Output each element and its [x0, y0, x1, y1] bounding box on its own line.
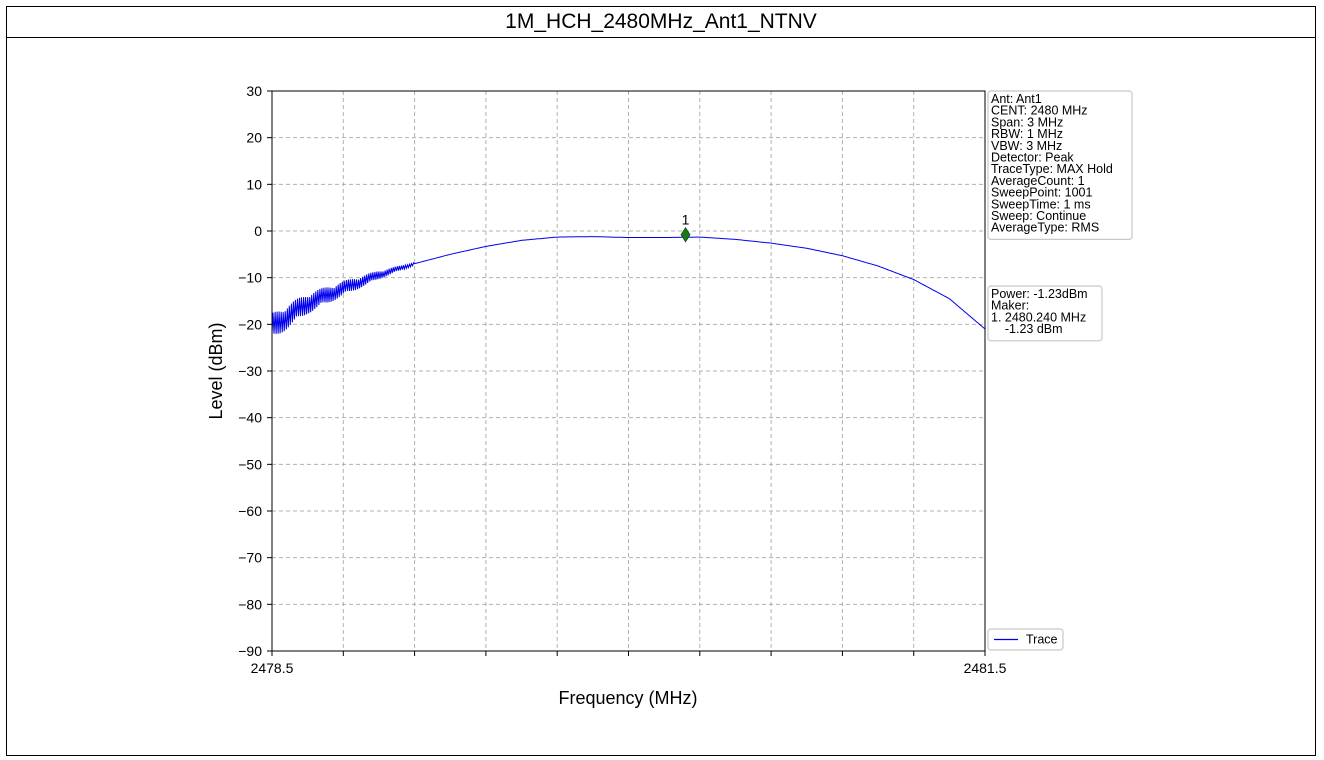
- legend-label: Trace: [1026, 633, 1058, 647]
- trace-layer: [271, 236, 986, 334]
- x-axis-label: Frequency (MHz): [558, 688, 697, 708]
- y-tick-label: −60: [238, 503, 262, 519]
- power-box-line: 1. 2480.240 MHz: [991, 310, 1086, 324]
- info-box-line: CENT: 2480 MHz: [991, 104, 1088, 118]
- info-box-line: Detector: Peak: [991, 151, 1074, 165]
- y-tick-label: −30: [238, 363, 262, 379]
- info-box-line: VBW: 3 MHz: [991, 139, 1062, 153]
- info-box-frame: [987, 90, 1133, 240]
- info-box-line: AverageType: RMS: [991, 221, 1099, 235]
- x-tick-label: 2481.5: [964, 660, 1007, 676]
- info-box-line: SweepPoint: 1001: [991, 186, 1093, 200]
- y-tick-label: −90: [238, 643, 262, 659]
- y-tick-label: −80: [238, 596, 262, 612]
- power-box-line: Power: -1.23dBm: [991, 287, 1088, 301]
- trace-line: [271, 236, 986, 334]
- y-tick-label: −10: [238, 270, 262, 286]
- marker-label: 1: [682, 212, 690, 228]
- y-tick-label: −50: [238, 456, 262, 472]
- marker-layer: 1: [680, 212, 691, 243]
- legend-frame: [987, 628, 1064, 651]
- info-box-line: Span: 3 MHz: [991, 115, 1063, 129]
- chart-title: 1M_HCH_2480MHz_Ant1_NTNV: [7, 7, 1315, 38]
- plot-area-border: [271, 90, 986, 652]
- info-box-line: AverageCount: 1: [991, 174, 1085, 188]
- y-tick-label: 20: [246, 130, 262, 146]
- y-tick-label: −40: [238, 410, 262, 426]
- y-tick-label: 30: [246, 83, 262, 99]
- power-box-line: Maker:: [991, 299, 1029, 313]
- y-tick-label: 0: [254, 223, 262, 239]
- legend: Trace: [987, 628, 1064, 651]
- info-box-line: SweepTime: 1 ms: [991, 197, 1091, 211]
- info-box-line: TraceType: MAX Hold: [991, 162, 1113, 176]
- y-tick-label: 10: [246, 176, 262, 192]
- info-box-line: RBW: 1 MHz: [991, 127, 1063, 141]
- axis-ticks: 2478.5 2481.5 30 20 10 0 −10 −20 −30 −40 −50 −60 −70…: [238, 83, 1006, 676]
- marker-diamond: [680, 227, 691, 243]
- info-box-line: Sweep: Continue: [991, 209, 1086, 223]
- y-axis-label: Level (dBm): [206, 322, 226, 419]
- x-tick-label: 2478.5: [251, 660, 294, 676]
- info-box-line: Ant: Ant1: [991, 92, 1042, 106]
- grid-lines: [272, 91, 985, 651]
- y-tick-label: −70: [238, 550, 262, 566]
- power-box-frame: [987, 285, 1103, 342]
- power-box-line: -1.23 dBm: [991, 322, 1063, 336]
- y-tick-label: −20: [238, 316, 262, 332]
